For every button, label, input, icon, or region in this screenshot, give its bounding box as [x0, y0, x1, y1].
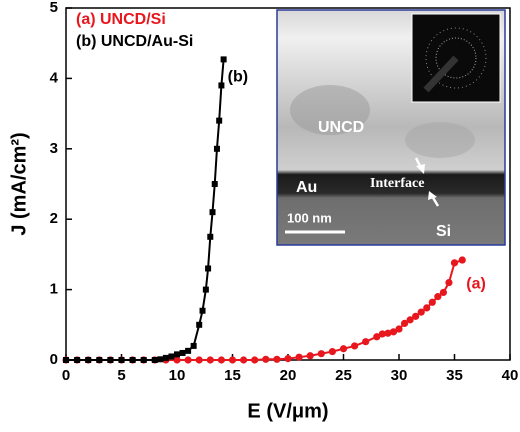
diffraction-ring [425, 27, 487, 89]
arrow-head [416, 164, 425, 174]
data-point [362, 338, 370, 346]
data-point [428, 298, 436, 306]
data-point [317, 350, 325, 358]
data-point [151, 357, 158, 363]
data-point [284, 354, 292, 363]
inset-label: Si [436, 223, 451, 240]
x-tick-label: 20 [280, 367, 297, 384]
data-point [240, 356, 248, 364]
series-annotation: (a) [466, 275, 486, 292]
data-point [196, 321, 203, 328]
data-point [439, 288, 447, 297]
data-point [373, 333, 381, 341]
data-point [184, 356, 192, 364]
data-point [157, 356, 164, 363]
data-point [209, 209, 216, 216]
data-point [129, 357, 136, 363]
data-point [395, 325, 403, 333]
data-point [218, 82, 225, 89]
data-point [107, 357, 114, 363]
x-tick-label: 10 [169, 367, 186, 384]
y-tick-label: 5 [50, 0, 58, 16]
legend-entry: (a) UNCD/Si [76, 11, 166, 28]
y-tick-label: 2 [50, 210, 58, 227]
y-tick-label: 4 [50, 69, 59, 86]
grain [405, 122, 475, 158]
data-point [63, 357, 69, 363]
data-point [206, 356, 214, 364]
data-point [445, 278, 453, 287]
inset-label: Interface [370, 176, 424, 191]
x-tick-label: 0 [62, 367, 70, 384]
data-point [202, 286, 209, 293]
data-point [216, 117, 223, 124]
x-tick-label: 35 [446, 367, 463, 384]
data-point [118, 357, 125, 363]
data-point [213, 145, 220, 152]
series-line [66, 59, 225, 361]
data-point [179, 349, 186, 356]
data-point [74, 357, 81, 363]
data-point [251, 356, 259, 364]
data-point [168, 353, 175, 360]
data-point [273, 355, 281, 363]
data-point [96, 357, 103, 363]
x-tick-label: 15 [224, 367, 241, 384]
data-point [174, 351, 180, 358]
data-point [205, 265, 212, 272]
data-point [185, 347, 192, 354]
data-point [339, 345, 348, 353]
inset-image: UNCD Au Interface 100 nm Si [276, 9, 506, 246]
data-point [195, 356, 203, 364]
data-point [423, 304, 431, 312]
x-tick-label: 30 [391, 367, 408, 384]
data-point [406, 316, 414, 324]
legend-entry: (b) UNCD/Au-Si [76, 33, 193, 50]
data-point [217, 356, 225, 364]
data-point [412, 312, 420, 320]
x-tick-label: 40 [502, 367, 519, 384]
inset-label: UNCD [318, 119, 364, 136]
data-point [85, 357, 92, 363]
y-tick-label: 0 [50, 351, 58, 368]
data-point [173, 356, 181, 364]
data-point [228, 356, 237, 364]
arrow-head [428, 191, 437, 200]
x-tick-label: 5 [117, 367, 125, 384]
data-point [207, 233, 214, 240]
data-point [400, 319, 409, 327]
x-tick-label: 25 [335, 367, 352, 384]
data-point [434, 293, 442, 301]
y-tick-label: 3 [50, 140, 58, 157]
data-point [378, 330, 386, 338]
data-point [220, 56, 227, 63]
diffraction-ring [435, 37, 477, 79]
grain [290, 85, 370, 135]
data-point [199, 307, 206, 314]
y-axis-label: J (mA/cm²) [8, 132, 30, 235]
data-point [211, 181, 218, 187]
y-tick-label: 1 [50, 281, 58, 298]
beam-stop [423, 55, 459, 93]
data-point [262, 355, 270, 363]
data-point [417, 308, 425, 316]
series-line [66, 259, 463, 361]
inset-label: Au [296, 179, 317, 196]
data-point [389, 328, 398, 336]
data-point [190, 342, 197, 349]
data-point [384, 329, 392, 337]
data-point [140, 357, 147, 363]
data-point [306, 352, 314, 360]
data-point [328, 347, 336, 356]
series-annotation: (b) [228, 69, 248, 86]
inset-label: 100 nm [287, 210, 332, 225]
data-point [351, 342, 359, 350]
data-point [458, 256, 466, 264]
data-point [450, 259, 459, 267]
data-point [162, 354, 169, 361]
x-axis-label: E (V/μm) [247, 400, 328, 422]
data-point [295, 353, 303, 361]
